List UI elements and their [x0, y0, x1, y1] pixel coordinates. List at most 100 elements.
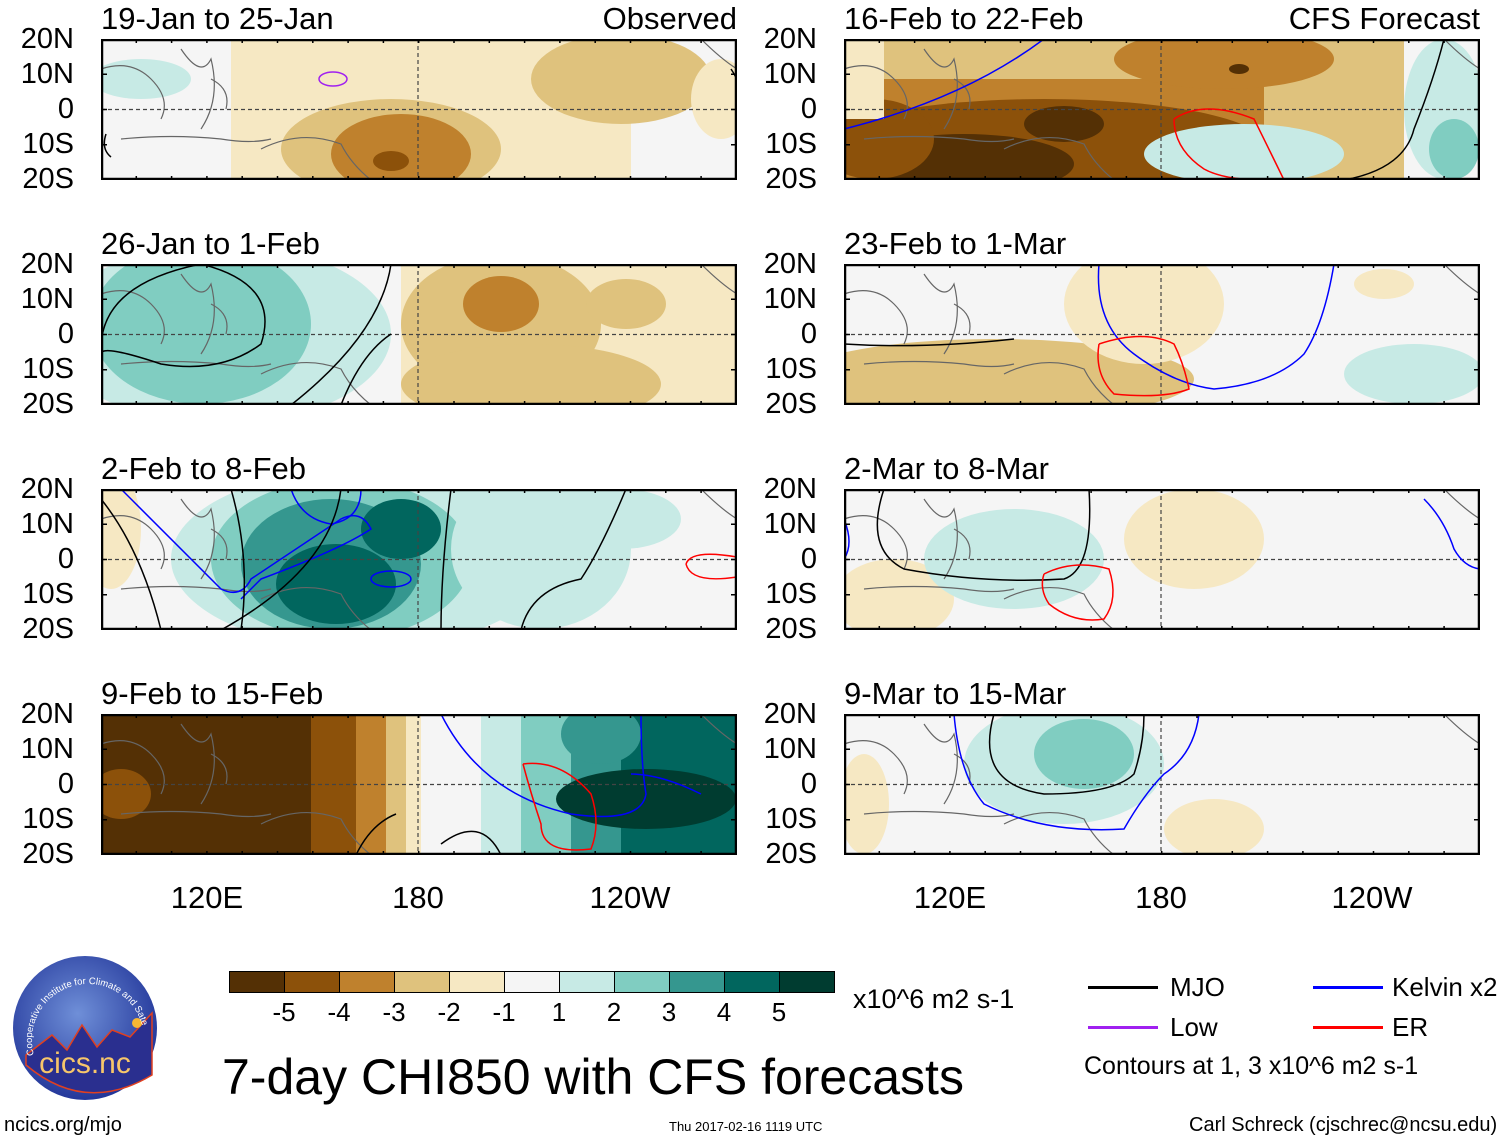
grid-lines — [101, 39, 737, 180]
lat-label: 10S — [22, 578, 74, 610]
shading-region — [101, 489, 141, 589]
shading-region — [561, 489, 681, 549]
lat-label: 10S — [765, 353, 817, 385]
colorbar-tick-label: -3 — [382, 997, 406, 1027]
grid-lines — [101, 714, 737, 855]
legend-low-line — [1088, 1026, 1158, 1029]
lat-label: 20N — [20, 473, 74, 505]
shading-region — [1344, 344, 1480, 404]
contour-line — [520, 489, 627, 630]
lon-label-right-180: 180 — [1135, 880, 1187, 915]
lat-label: 20N — [763, 698, 817, 730]
colorbar-swatch — [229, 971, 285, 993]
shading-region — [1354, 269, 1414, 299]
contour-line — [685, 553, 737, 580]
coastline — [844, 39, 1480, 180]
panel-title: 26-Jan to 1-Feb — [101, 226, 320, 261]
coastline — [101, 714, 737, 855]
colorbar-swatch — [339, 971, 395, 993]
colorbar-swatch — [284, 971, 340, 993]
shading-region — [1024, 106, 1104, 142]
lat-label: 0 — [800, 768, 817, 800]
legend-contour-note: Contours at 1, 3 x10^6 m2 s-1 — [1084, 1052, 1419, 1080]
footer-url[interactable]: ncics.org/mjo — [4, 1114, 122, 1136]
lat-label: 0 — [800, 318, 817, 350]
panel-tag: Observed — [602, 1, 737, 36]
legend-low-label: Low — [1170, 1012, 1218, 1042]
lon-label-right-120w: 120W — [1331, 880, 1413, 915]
colorbar-tick-label: 4 — [716, 997, 732, 1027]
lat-label: 0 — [800, 93, 817, 125]
shading-region — [1229, 64, 1249, 74]
shading-region — [406, 714, 421, 855]
lat-label: 20N — [763, 248, 817, 280]
colorbar-swatch — [669, 971, 725, 993]
lat-label: 0 — [57, 768, 74, 800]
lat-label: 20S — [22, 613, 74, 645]
shading-region — [463, 276, 539, 332]
grid-lines — [844, 39, 1480, 180]
grid-lines — [101, 264, 737, 405]
map-panel — [844, 264, 1480, 405]
lat-label: 10S — [22, 353, 74, 385]
panel-title: 9-Feb to 15-Feb — [101, 676, 324, 711]
shading-region — [844, 559, 954, 630]
lat-label: 10S — [22, 128, 74, 160]
legend-mjo-line — [1088, 986, 1158, 989]
contour-line — [876, 489, 1091, 581]
lat-label: 0 — [800, 543, 817, 575]
panel-frame — [101, 264, 737, 405]
shading-region — [1064, 264, 1224, 364]
lat-label: 20S — [765, 163, 817, 195]
shading-region — [1164, 799, 1264, 855]
panel-frame — [101, 489, 737, 630]
lat-label: 20N — [20, 248, 74, 280]
legend-kelvin-line — [1313, 986, 1383, 989]
map-panel — [101, 714, 737, 855]
colorbar-tick-label: 1 — [551, 997, 567, 1027]
shading-region — [1429, 119, 1479, 179]
grid-lines — [844, 264, 1480, 405]
legend-er-line — [1313, 1026, 1383, 1029]
grid-lines — [844, 714, 1480, 855]
colorbar-swatch — [614, 971, 670, 993]
panel-frame — [101, 714, 737, 855]
contour-line — [1097, 335, 1190, 397]
panel-frame — [844, 714, 1480, 855]
panel-frame — [844, 39, 1480, 180]
map-panel — [101, 489, 737, 630]
contour-line — [290, 264, 392, 405]
map-panel — [101, 264, 737, 405]
shading-region — [1034, 719, 1134, 789]
panel-frame — [101, 39, 737, 180]
lat-label: 0 — [57, 318, 74, 350]
shading-region — [531, 39, 711, 124]
shading-region — [844, 754, 889, 854]
shading-region — [373, 151, 409, 171]
lat-label: 10N — [763, 283, 817, 315]
contour-line — [988, 714, 1145, 795]
legend-er-label: ER — [1392, 1012, 1429, 1042]
contour-line — [355, 813, 397, 855]
shading-region — [844, 99, 934, 179]
lat-label: 10N — [763, 508, 817, 540]
lat-label: 0 — [57, 543, 74, 575]
lat-label: 10N — [763, 733, 817, 765]
coastline — [844, 489, 1480, 630]
panel-frame — [844, 489, 1480, 630]
colorbar-swatch — [724, 971, 780, 993]
coastline — [844, 714, 1480, 855]
contour-line — [630, 773, 702, 795]
lon-label-left-120e: 120E — [170, 880, 244, 915]
map-panel — [844, 39, 1480, 180]
cics-logo: Cooperative Institute for Climate and Sa… — [9, 947, 158, 1101]
panel-title: 2-Feb to 8-Feb — [101, 451, 307, 486]
shading-region — [401, 344, 661, 405]
lat-label: 10S — [765, 803, 817, 835]
contour-line — [370, 570, 412, 588]
lat-label: 20N — [763, 23, 817, 55]
colorbar-swatch — [559, 971, 615, 993]
colorbar-tick-label: -4 — [327, 997, 351, 1027]
contour-line — [844, 39, 1045, 130]
